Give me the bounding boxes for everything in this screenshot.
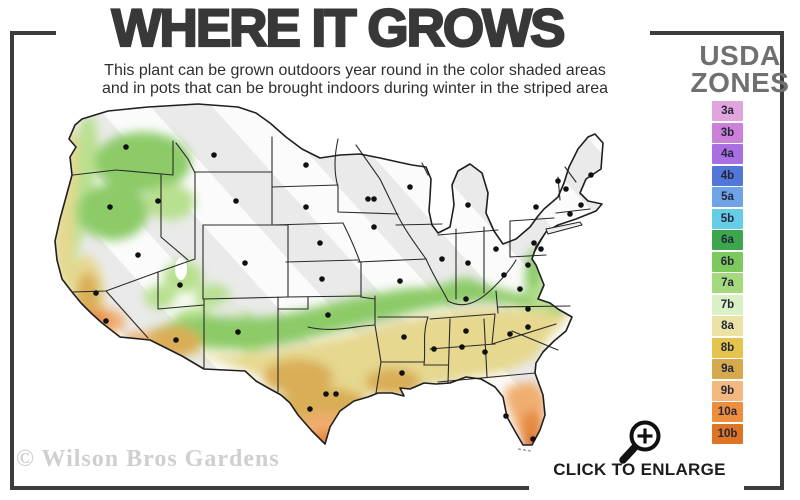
city-dot xyxy=(333,391,339,397)
frame-bottom-left-segment xyxy=(10,486,529,490)
city-dot xyxy=(93,290,99,296)
city-dot xyxy=(530,436,536,442)
city-dot xyxy=(303,162,309,168)
city-dot xyxy=(235,329,241,335)
legend-zone-3b: 3b xyxy=(712,122,743,143)
city-dot xyxy=(517,286,523,292)
legend-zone-8b: 8b xyxy=(712,337,743,358)
city-dot xyxy=(533,204,539,210)
city-dot xyxy=(555,178,561,184)
great-salt-lake xyxy=(175,258,187,280)
city-dot xyxy=(407,184,413,190)
city-dot xyxy=(365,196,371,202)
legend-zone-6b: 6b xyxy=(712,251,743,272)
legend-zone-4a: 4a xyxy=(712,144,743,164)
city-dot xyxy=(371,224,377,230)
city-dot xyxy=(563,186,569,192)
long-island xyxy=(545,221,583,235)
city-dot xyxy=(399,370,405,376)
city-dot xyxy=(531,240,537,246)
us-zone-map-svg xyxy=(54,103,604,452)
city-dot xyxy=(431,346,437,352)
state-borders xyxy=(71,136,591,394)
legend-title-line-2: ZONES xyxy=(690,67,790,98)
legend-zone-7a: 7a xyxy=(712,273,743,293)
usda-zone-legend: 3a 3b 4a 4b 5a 5b 6a 6b 7a 7b 8a 8b 9a 9b 10a 10b xyxy=(712,101,744,445)
city-dot xyxy=(439,256,445,262)
legend-title: USDA ZONES xyxy=(688,40,792,98)
legend-zone-6a: 6a xyxy=(712,230,743,250)
legend-zone-3a: 3a xyxy=(712,101,743,121)
city-dot xyxy=(463,296,469,302)
us-zone-map[interactable] xyxy=(38,100,618,470)
city-dot xyxy=(525,262,531,268)
city-dot xyxy=(325,312,331,318)
city-dot xyxy=(242,260,248,266)
city-dot xyxy=(155,198,161,204)
city-dot xyxy=(103,318,109,324)
subtitle-line-1: This plant can be grown outdoors year ro… xyxy=(104,62,606,79)
city-dot xyxy=(567,211,573,217)
city-dot xyxy=(538,246,544,252)
city-dot xyxy=(578,202,584,208)
click-to-enlarge-button[interactable]: CLICK TO ENLARGE xyxy=(553,460,726,479)
page-subtitle: This plant can be grown outdoors year ro… xyxy=(40,62,670,98)
city-dot xyxy=(507,331,513,337)
city-dots-layer xyxy=(93,144,594,442)
frame-left xyxy=(10,31,14,490)
page-title: WHERE IT GROWS xyxy=(110,0,566,59)
city-dot xyxy=(397,278,403,284)
city-dot xyxy=(503,413,509,419)
watermark: © Wilson Bros Gardens xyxy=(16,446,280,472)
city-dot xyxy=(463,328,469,334)
magnifier-plus-icon[interactable] xyxy=(615,420,675,468)
city-dot xyxy=(173,337,179,343)
legend-zone-5b: 5b xyxy=(712,208,743,229)
city-dot xyxy=(401,334,407,340)
city-dot xyxy=(107,204,113,210)
legend-zone-7b: 7b xyxy=(712,294,743,315)
legend-zone-5a: 5a xyxy=(712,187,743,207)
legend-title-line-1: USDA xyxy=(699,40,781,71)
city-dot xyxy=(371,196,377,202)
city-dot xyxy=(317,240,323,246)
city-dot xyxy=(319,276,325,282)
frame-bottom-right-segment xyxy=(744,486,784,490)
city-dot xyxy=(465,202,471,208)
legend-zone-4b: 4b xyxy=(712,165,743,186)
florida-keys xyxy=(517,448,532,452)
city-dot xyxy=(493,246,499,252)
city-dot xyxy=(123,144,129,150)
city-dot xyxy=(459,344,465,350)
frame-top-left-segment xyxy=(10,31,56,35)
legend-zone-8a: 8a xyxy=(712,316,743,336)
city-dot xyxy=(303,204,309,210)
city-dot xyxy=(482,349,488,355)
legend-zone-9a: 9a xyxy=(712,359,743,379)
city-dot xyxy=(233,198,239,204)
city-dot xyxy=(588,172,594,178)
frame-top-right-segment xyxy=(650,31,784,35)
city-dot xyxy=(211,152,217,158)
city-dot xyxy=(465,260,471,266)
city-dot xyxy=(525,324,531,330)
city-dot xyxy=(525,306,531,312)
city-dot xyxy=(501,272,507,278)
legend-zone-9b: 9b xyxy=(712,380,743,401)
subtitle-line-2: and in pots that can be brought indoors … xyxy=(101,80,609,97)
legend-zone-10a: 10a xyxy=(712,402,743,422)
city-dot xyxy=(307,406,313,412)
city-dot xyxy=(135,252,141,258)
city-dot xyxy=(323,391,329,397)
legend-zone-10b: 10b xyxy=(712,423,743,444)
frame-right xyxy=(780,31,784,490)
city-dot xyxy=(177,282,183,288)
